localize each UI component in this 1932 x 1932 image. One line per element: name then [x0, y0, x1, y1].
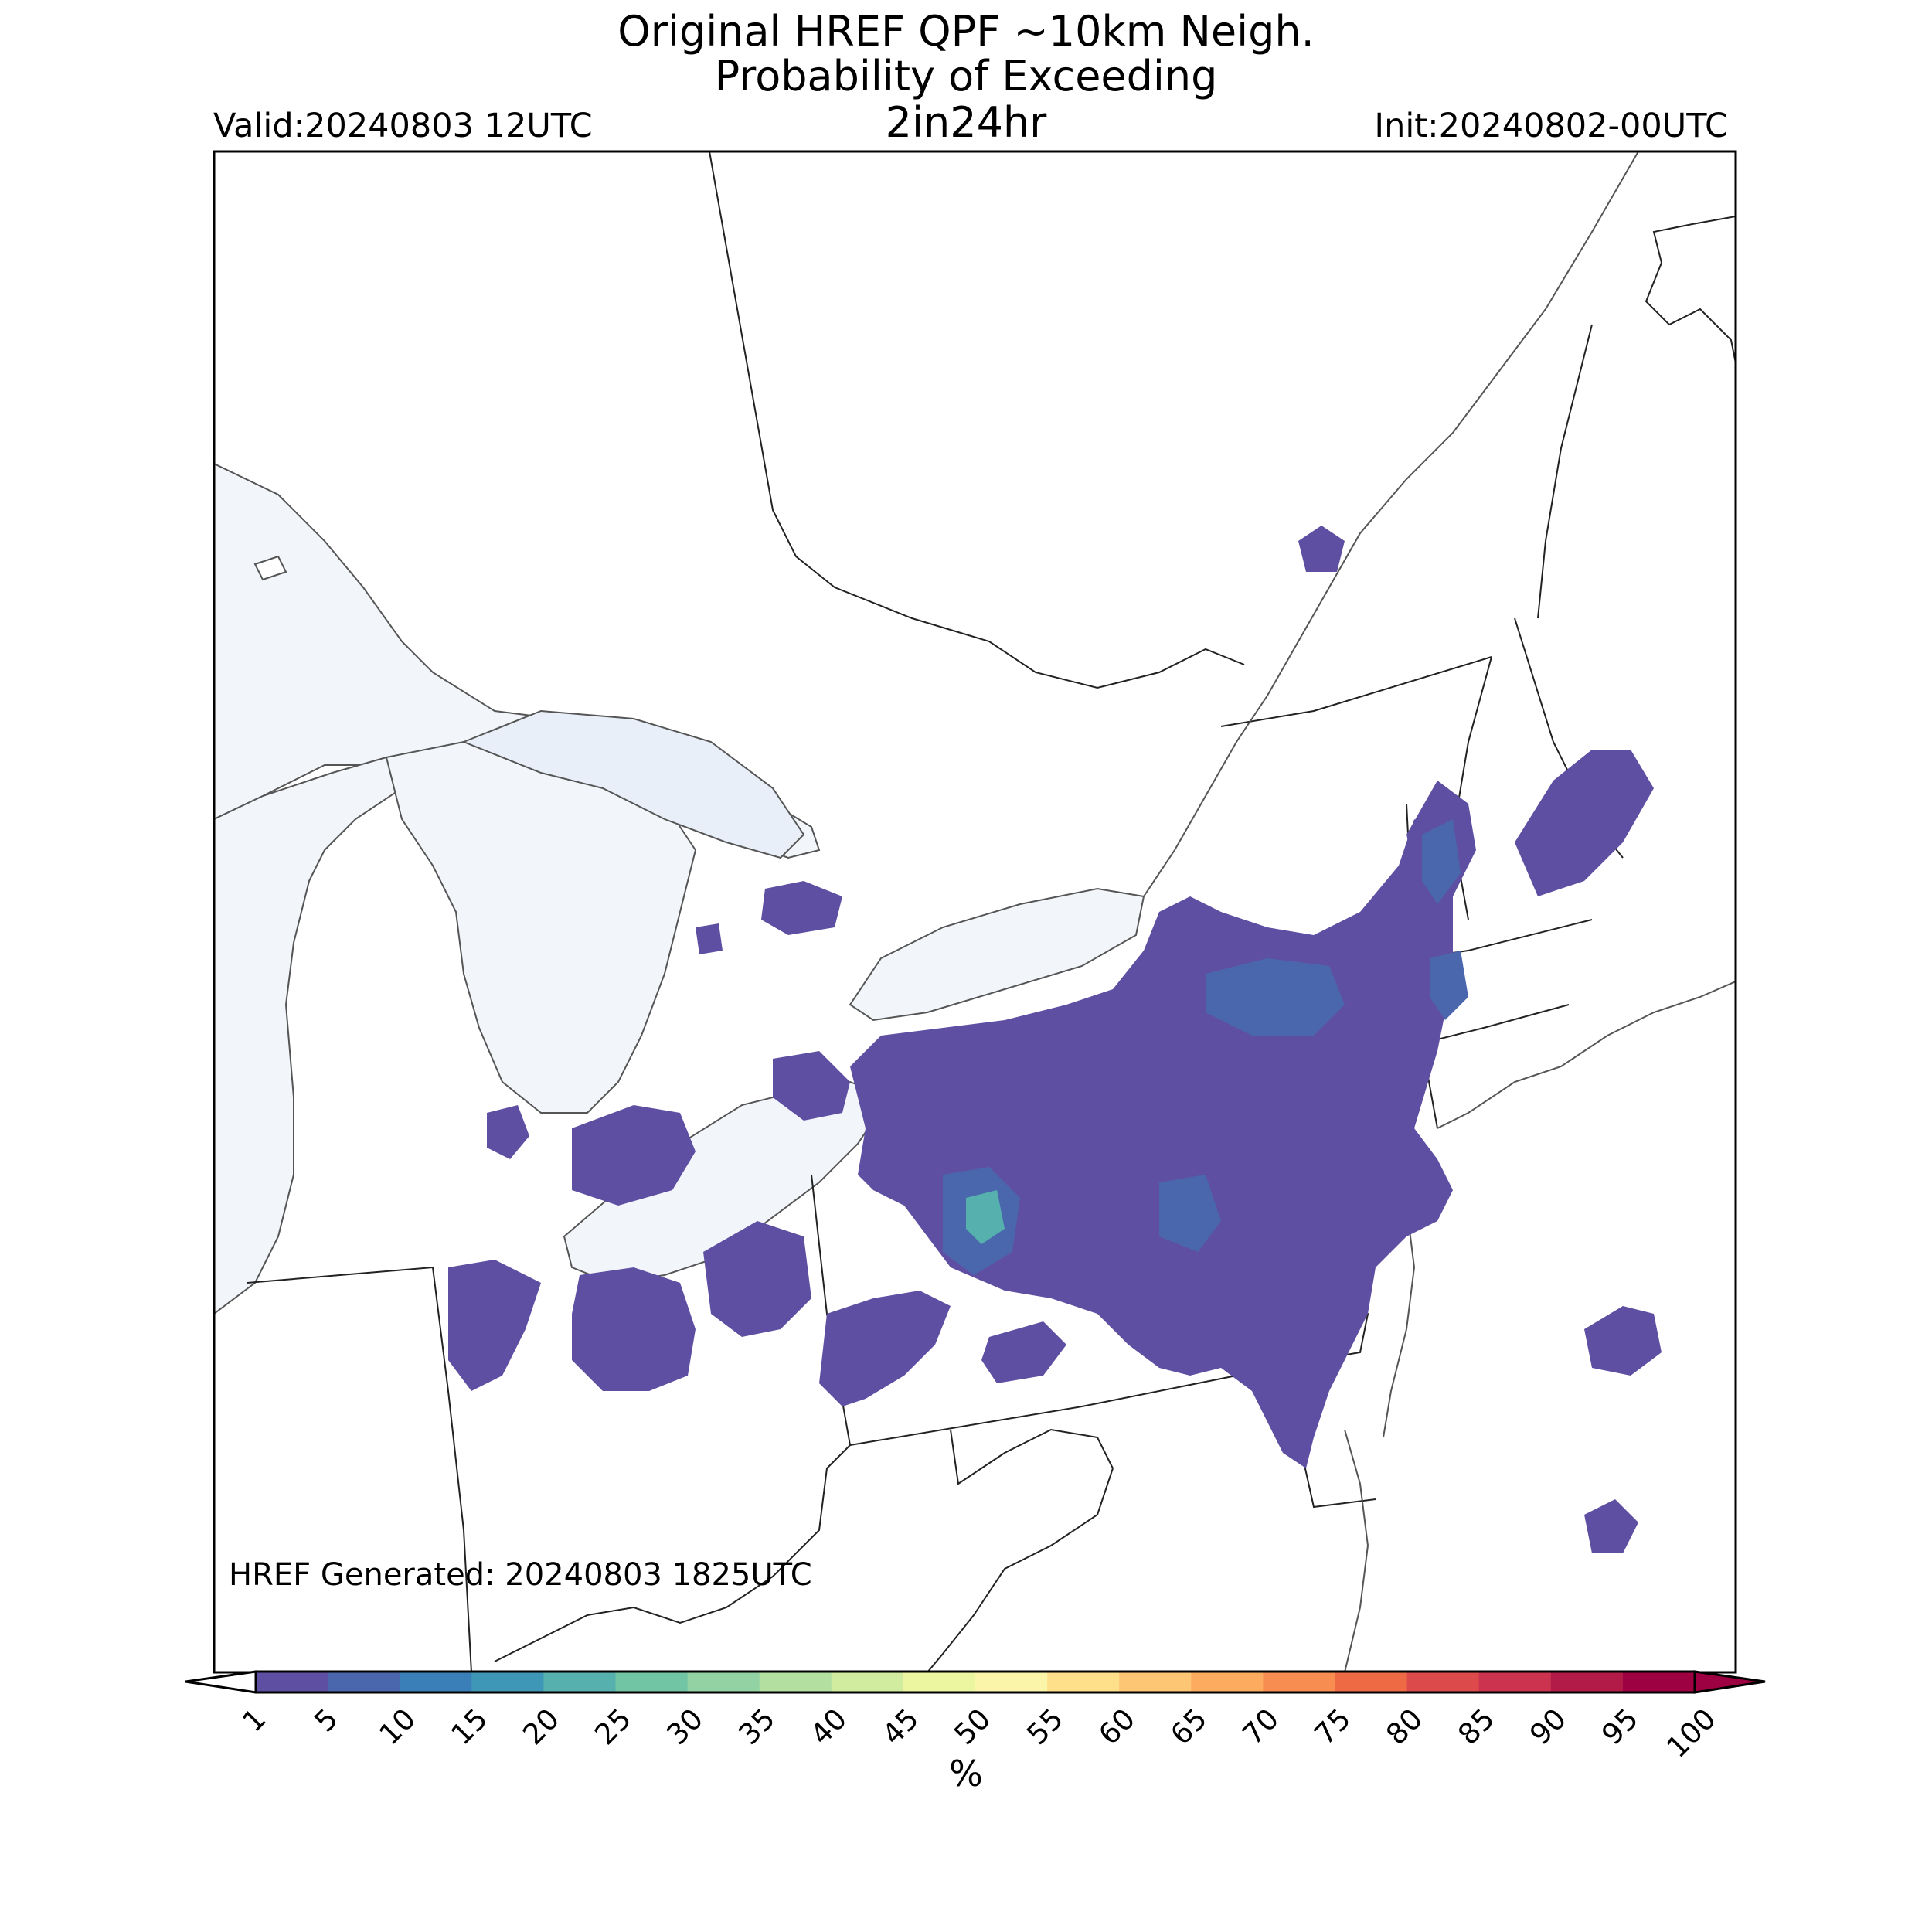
precip-area-pa-south	[819, 1291, 951, 1406]
colorbar-segment	[1335, 1672, 1408, 1692]
lake-nipigon	[253, 555, 287, 581]
colorbar-segment	[400, 1672, 472, 1692]
lake-michigan	[214, 756, 403, 1315]
colorbar-segment	[615, 1672, 689, 1692]
quebec-newbrunswick	[1645, 216, 1736, 364]
georgian-bay	[461, 709, 805, 859]
precip-20pct-pa	[966, 1190, 1005, 1244]
colorbar	[185, 1670, 1766, 1694]
probability-shading-5	[943, 819, 1468, 1275]
title-line-3: 2in24hr	[885, 98, 1047, 147]
colorbar-unit-label: %	[949, 1753, 983, 1794]
oh-river	[494, 1444, 851, 1662]
precip-area-ohio-ne	[703, 1221, 811, 1337]
title-line-1: Original HREF QPF ~10km Neigh.	[617, 7, 1315, 56]
precip-area-maine	[1515, 750, 1654, 896]
colorbar-frame	[254, 1670, 1696, 1694]
colorbar-segment	[1550, 1672, 1624, 1692]
precip-area-georgian	[761, 881, 842, 935]
precip-area-ontario-s	[773, 1051, 850, 1121]
colorbar-segment	[543, 1672, 616, 1692]
md-wv	[950, 1428, 1114, 1485]
colorbar-segment	[1478, 1672, 1552, 1692]
va-wv	[927, 1468, 1114, 1672]
precip-area-ohio-west	[448, 1260, 541, 1391]
ny-quebec	[1220, 656, 1492, 727]
colorbar-extend-right	[1693, 1670, 1766, 1694]
lake-ontario	[849, 887, 1145, 1022]
land-background	[214, 151, 1736, 1672]
colorbar-segment	[831, 1672, 904, 1692]
init-time-label: Init:20240802-00UTC	[1374, 107, 1728, 145]
ma-ct	[1421, 1004, 1570, 1044]
precip-area-ocean-1	[1584, 1306, 1662, 1376]
nj-coast	[1383, 1205, 1416, 1438]
colorbar-segment	[1263, 1672, 1335, 1692]
maine-quebec	[1537, 324, 1593, 619]
great-lakes	[214, 462, 1145, 1315]
precip-area-small-3	[981, 1321, 1066, 1383]
colorbar-segment	[975, 1672, 1048, 1692]
colorbar-segment	[687, 1672, 760, 1692]
colorbar-segment	[471, 1672, 544, 1692]
generated-timestamp: HREF Generated: 20240803 1825UTC	[229, 1557, 812, 1593]
valid-time-label: Valid:20240803 12UTC	[213, 107, 593, 145]
colorbar-segment	[256, 1672, 328, 1692]
precip-area-ocean-2	[1584, 1499, 1638, 1553]
colorbar-segment	[1047, 1672, 1120, 1692]
ontario-quebec-border	[709, 151, 1245, 689]
coastlines	[1143, 151, 1736, 1672]
colorbar-segment	[1622, 1672, 1696, 1692]
precip-area-michigan	[572, 1105, 696, 1206]
precip-5pct-pa2	[1159, 1175, 1221, 1252]
colorbar-segment	[1191, 1672, 1264, 1692]
precip-area-small-1	[696, 923, 723, 954]
chesapeake	[1344, 1429, 1369, 1672]
precip-5pct-vt	[1422, 819, 1461, 904]
colorbar-segment	[328, 1672, 400, 1692]
precip-5pct-ma	[1430, 951, 1468, 1020]
precip-5pct-ny	[1206, 958, 1345, 1036]
precip-area-ohio-east	[572, 1267, 696, 1391]
colorbar-segment	[903, 1672, 976, 1692]
st-lawrence	[1143, 151, 1639, 897]
oh-mi	[247, 1267, 434, 1284]
colorbar-extend-left	[185, 1670, 257, 1694]
colorbar-segment	[759, 1672, 832, 1692]
atlantic-coast	[1437, 981, 1736, 1129]
colorbar-segment	[1406, 1672, 1480, 1692]
probability-shading-15	[966, 1190, 1005, 1244]
precip-area-small-2	[487, 1105, 529, 1159]
title-line-2: Probability of Exceeding	[714, 52, 1218, 100]
oh-in	[432, 1267, 472, 1672]
colorbar-segment	[1119, 1672, 1192, 1692]
precip-area-quebec	[1298, 526, 1345, 572]
